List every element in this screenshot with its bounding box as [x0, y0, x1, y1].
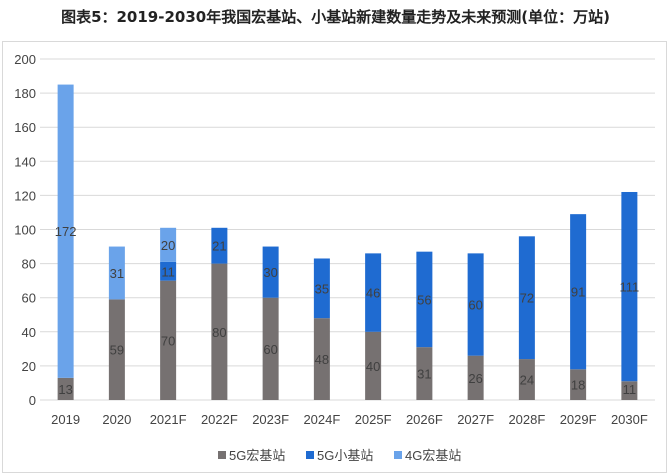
x-tick-label: 2026F	[406, 412, 443, 427]
data-label: 91	[571, 285, 585, 300]
y-tick-label: 140	[14, 154, 36, 169]
bar-segment	[365, 253, 382, 332]
bar-segment	[621, 381, 638, 400]
bar-segment	[211, 227, 228, 264]
bar-segment	[57, 377, 74, 400]
bar-segment	[416, 251, 433, 348]
legend-label: 5G宏基站	[229, 448, 285, 463]
data-label: 70	[161, 333, 175, 348]
y-tick-label: 120	[14, 188, 36, 203]
data-label: 172	[55, 224, 77, 239]
y-tick-label: 100	[14, 223, 36, 238]
bar-segment	[108, 246, 125, 300]
y-tick-label: 80	[22, 257, 36, 272]
data-label: 24	[520, 373, 534, 388]
chart-title: 图表5：2019-2030年我国宏基站、小基站新建数量走势及未来预测(单位：万站…	[61, 8, 610, 26]
data-label: 72	[520, 291, 534, 306]
legend-label: 5G小基站	[317, 448, 373, 463]
data-label: 31	[110, 266, 124, 281]
y-tick-label: 180	[14, 86, 36, 101]
chart-frame	[2, 41, 667, 473]
bar-segment	[57, 84, 74, 378]
x-tick-label: 2027F	[457, 412, 494, 427]
data-label: 60	[263, 342, 277, 357]
legend-swatch	[394, 451, 402, 459]
data-label: 35	[315, 281, 329, 296]
data-label: 31	[417, 367, 431, 382]
data-label: 56	[417, 292, 431, 307]
legend-swatch	[306, 451, 314, 459]
y-tick-label: 200	[14, 52, 36, 67]
data-label: 26	[468, 371, 482, 386]
bar-segment	[365, 331, 382, 400]
x-tick-label: 2021F	[150, 412, 187, 427]
x-tick-label: 2022F	[201, 412, 238, 427]
bar-segment	[518, 236, 535, 360]
bar-segment	[570, 214, 587, 370]
data-label: 13	[58, 382, 72, 397]
data-label: 59	[110, 343, 124, 358]
bar-segment	[160, 280, 177, 400]
x-tick-label: 2028F	[508, 412, 545, 427]
y-tick-label: 160	[14, 120, 36, 135]
bar-segment	[313, 318, 330, 400]
bar-segment	[467, 355, 484, 400]
bar-segment	[211, 263, 228, 400]
bar-segment	[262, 297, 279, 400]
data-label: 60	[468, 298, 482, 313]
x-tick-label: 2029F	[560, 412, 597, 427]
bar-segment	[570, 369, 587, 400]
legend-label: 4G宏基站	[405, 448, 461, 463]
bar-segment	[467, 253, 484, 356]
x-tick-label: 2030F	[611, 412, 648, 427]
data-label: 18	[571, 378, 585, 393]
legend-swatch	[218, 451, 226, 459]
x-tick-label: 2025F	[355, 412, 392, 427]
x-tick-label: 2020	[102, 412, 131, 427]
bar-segment	[262, 246, 279, 298]
data-label: 40	[366, 359, 380, 374]
bar-segment	[160, 261, 177, 281]
y-tick-label: 0	[29, 393, 36, 408]
y-tick-label: 60	[22, 291, 36, 306]
bar-segment	[416, 347, 433, 400]
y-tick-label: 20	[22, 359, 36, 374]
data-label: 30	[263, 265, 277, 280]
bar-segment	[518, 359, 535, 400]
data-label: 48	[315, 352, 329, 367]
x-tick-label: 2019	[51, 412, 80, 427]
data-label: 46	[366, 286, 380, 301]
data-label: 20	[161, 238, 175, 253]
x-tick-label: 2024F	[303, 412, 340, 427]
bar-segment	[621, 191, 638, 382]
x-tick-label: 2023F	[252, 412, 289, 427]
y-tick-label: 40	[22, 325, 36, 340]
data-label: 80	[212, 325, 226, 340]
bar-segment	[313, 258, 330, 319]
data-label: 111	[619, 280, 639, 295]
data-label: 11	[161, 264, 175, 279]
data-label: 21	[212, 239, 226, 254]
bar-segment	[160, 227, 177, 262]
bar-segment	[108, 299, 125, 400]
data-label: 11	[623, 382, 637, 397]
